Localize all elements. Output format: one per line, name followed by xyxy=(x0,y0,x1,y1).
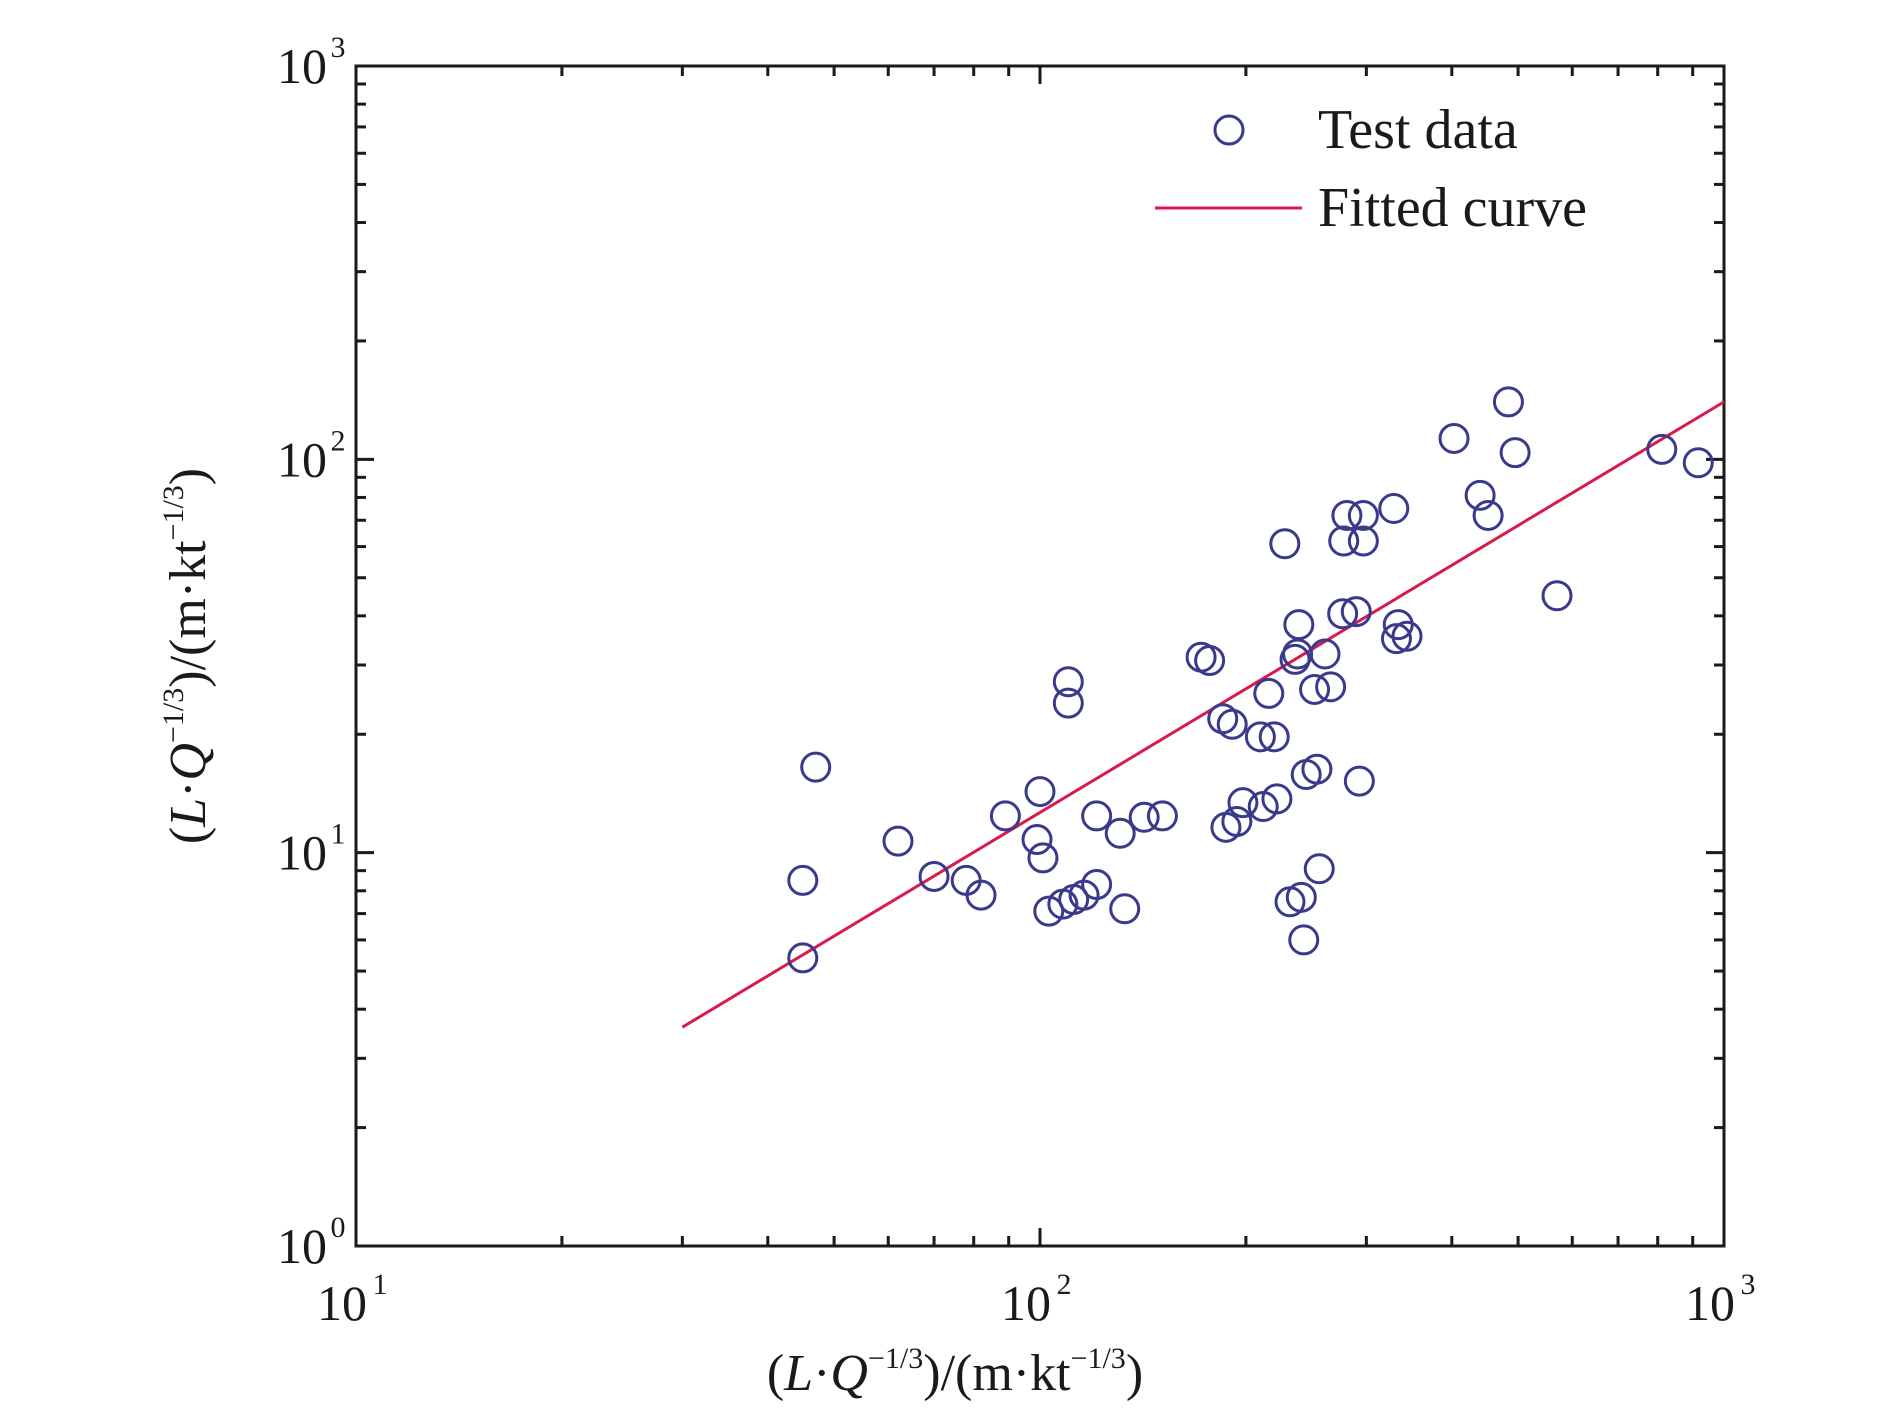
test-data-point xyxy=(1380,623,1412,655)
fitted-curve-line xyxy=(681,400,1725,1029)
plot-frame xyxy=(354,64,1726,1248)
test-data-point xyxy=(1492,386,1524,418)
test-data-point xyxy=(1309,638,1341,670)
test-data-point xyxy=(950,864,982,896)
x-tick-label: 10 xyxy=(317,1275,367,1331)
test-data-point xyxy=(1347,499,1379,531)
legend-label-test-data: Test data xyxy=(1318,99,1518,161)
legend-marker-test-data xyxy=(1213,114,1245,146)
test-data-point xyxy=(1081,800,1113,832)
test-data-point xyxy=(1438,422,1470,454)
test-data-point xyxy=(1194,645,1226,677)
test-data-point xyxy=(1081,868,1113,900)
x-tick-label: 10 xyxy=(1001,1275,1051,1331)
x-tick-label-exp: 1 xyxy=(373,1268,388,1301)
test-data-point xyxy=(1128,801,1160,833)
y-tick-label: 10 xyxy=(277,825,327,881)
test-data-point xyxy=(1269,528,1301,560)
test-data-point xyxy=(1285,881,1317,913)
test-data-point xyxy=(1258,721,1290,753)
y-axis-title: (L·Q−1/3)/(m·kt−1/3) xyxy=(157,468,217,844)
x-axis-title: (L·Q−1/3)/(m·kt−1/3) xyxy=(767,1342,1143,1402)
test-data-point xyxy=(1646,433,1678,465)
test-data-point xyxy=(1499,437,1531,469)
plot-area xyxy=(354,64,1726,1248)
test-data-point xyxy=(1347,525,1379,557)
test-data-point xyxy=(918,860,950,892)
test-data-point xyxy=(1464,479,1496,511)
y-tick-label-exp: 1 xyxy=(331,818,346,851)
test-data-point xyxy=(1283,609,1315,641)
test-data-point xyxy=(1227,787,1259,819)
test-data-point xyxy=(1391,620,1423,652)
test-data-point xyxy=(989,800,1021,832)
legend: Test data Fitted curve xyxy=(1155,99,1587,239)
test-data-point xyxy=(1021,824,1053,856)
test-data-point xyxy=(1210,811,1242,843)
test-data-point xyxy=(1327,598,1359,630)
test-data-point xyxy=(1288,924,1320,956)
test-data-point xyxy=(1541,580,1573,612)
test-data-point xyxy=(800,751,832,783)
test-data-point xyxy=(787,864,819,896)
y-tick-label-exp: 0 xyxy=(331,1211,346,1244)
axis-ticks xyxy=(354,66,1724,1248)
test-data-point xyxy=(1331,499,1363,531)
fitted-curve-layer xyxy=(681,400,1725,1029)
test-data-point xyxy=(1315,671,1347,703)
test-data-point xyxy=(1299,673,1331,705)
y-tick-label-exp: 2 xyxy=(331,424,346,457)
test-data-point xyxy=(1146,800,1178,832)
test-data-point xyxy=(1221,806,1253,838)
test-data-point xyxy=(787,942,819,974)
test-data-point xyxy=(1104,817,1136,849)
test-data-point xyxy=(1052,666,1084,698)
legend-label-fitted-curve: Fitted curve xyxy=(1318,177,1587,239)
test-data-point xyxy=(1216,708,1248,740)
x-tick-label-exp: 2 xyxy=(1057,1268,1072,1301)
y-tick-label: 10 xyxy=(277,1218,327,1274)
test-data-point xyxy=(1682,447,1714,479)
test-data-point xyxy=(1052,687,1084,719)
test-data-point xyxy=(1244,721,1276,753)
test-data-point xyxy=(1024,776,1056,808)
tick-labels: 10 1 10 2 10 310 010 110 210 3 xyxy=(277,31,1756,1331)
test-data-point xyxy=(1027,842,1059,874)
test-data-point xyxy=(1301,753,1333,785)
x-tick-label-exp: 3 xyxy=(1741,1268,1756,1301)
test-data-point xyxy=(1378,492,1410,524)
test-data-layer xyxy=(787,386,1714,974)
test-data-point xyxy=(1109,893,1141,925)
test-data-point xyxy=(1033,895,1065,927)
test-data-point xyxy=(1303,853,1335,885)
test-data-point xyxy=(882,825,914,857)
test-data-point xyxy=(1253,677,1285,709)
y-tick-label: 10 xyxy=(277,431,327,487)
test-data-point xyxy=(965,879,997,911)
x-tick-label: 10 xyxy=(1685,1275,1735,1331)
test-data-point xyxy=(1340,596,1372,628)
test-data-point xyxy=(1343,765,1375,797)
test-data-point xyxy=(1472,499,1504,531)
test-data-point xyxy=(1261,783,1293,815)
test-data-point xyxy=(1328,525,1360,557)
y-tick-label: 10 xyxy=(277,38,327,94)
y-tick-label-exp: 3 xyxy=(331,31,346,64)
